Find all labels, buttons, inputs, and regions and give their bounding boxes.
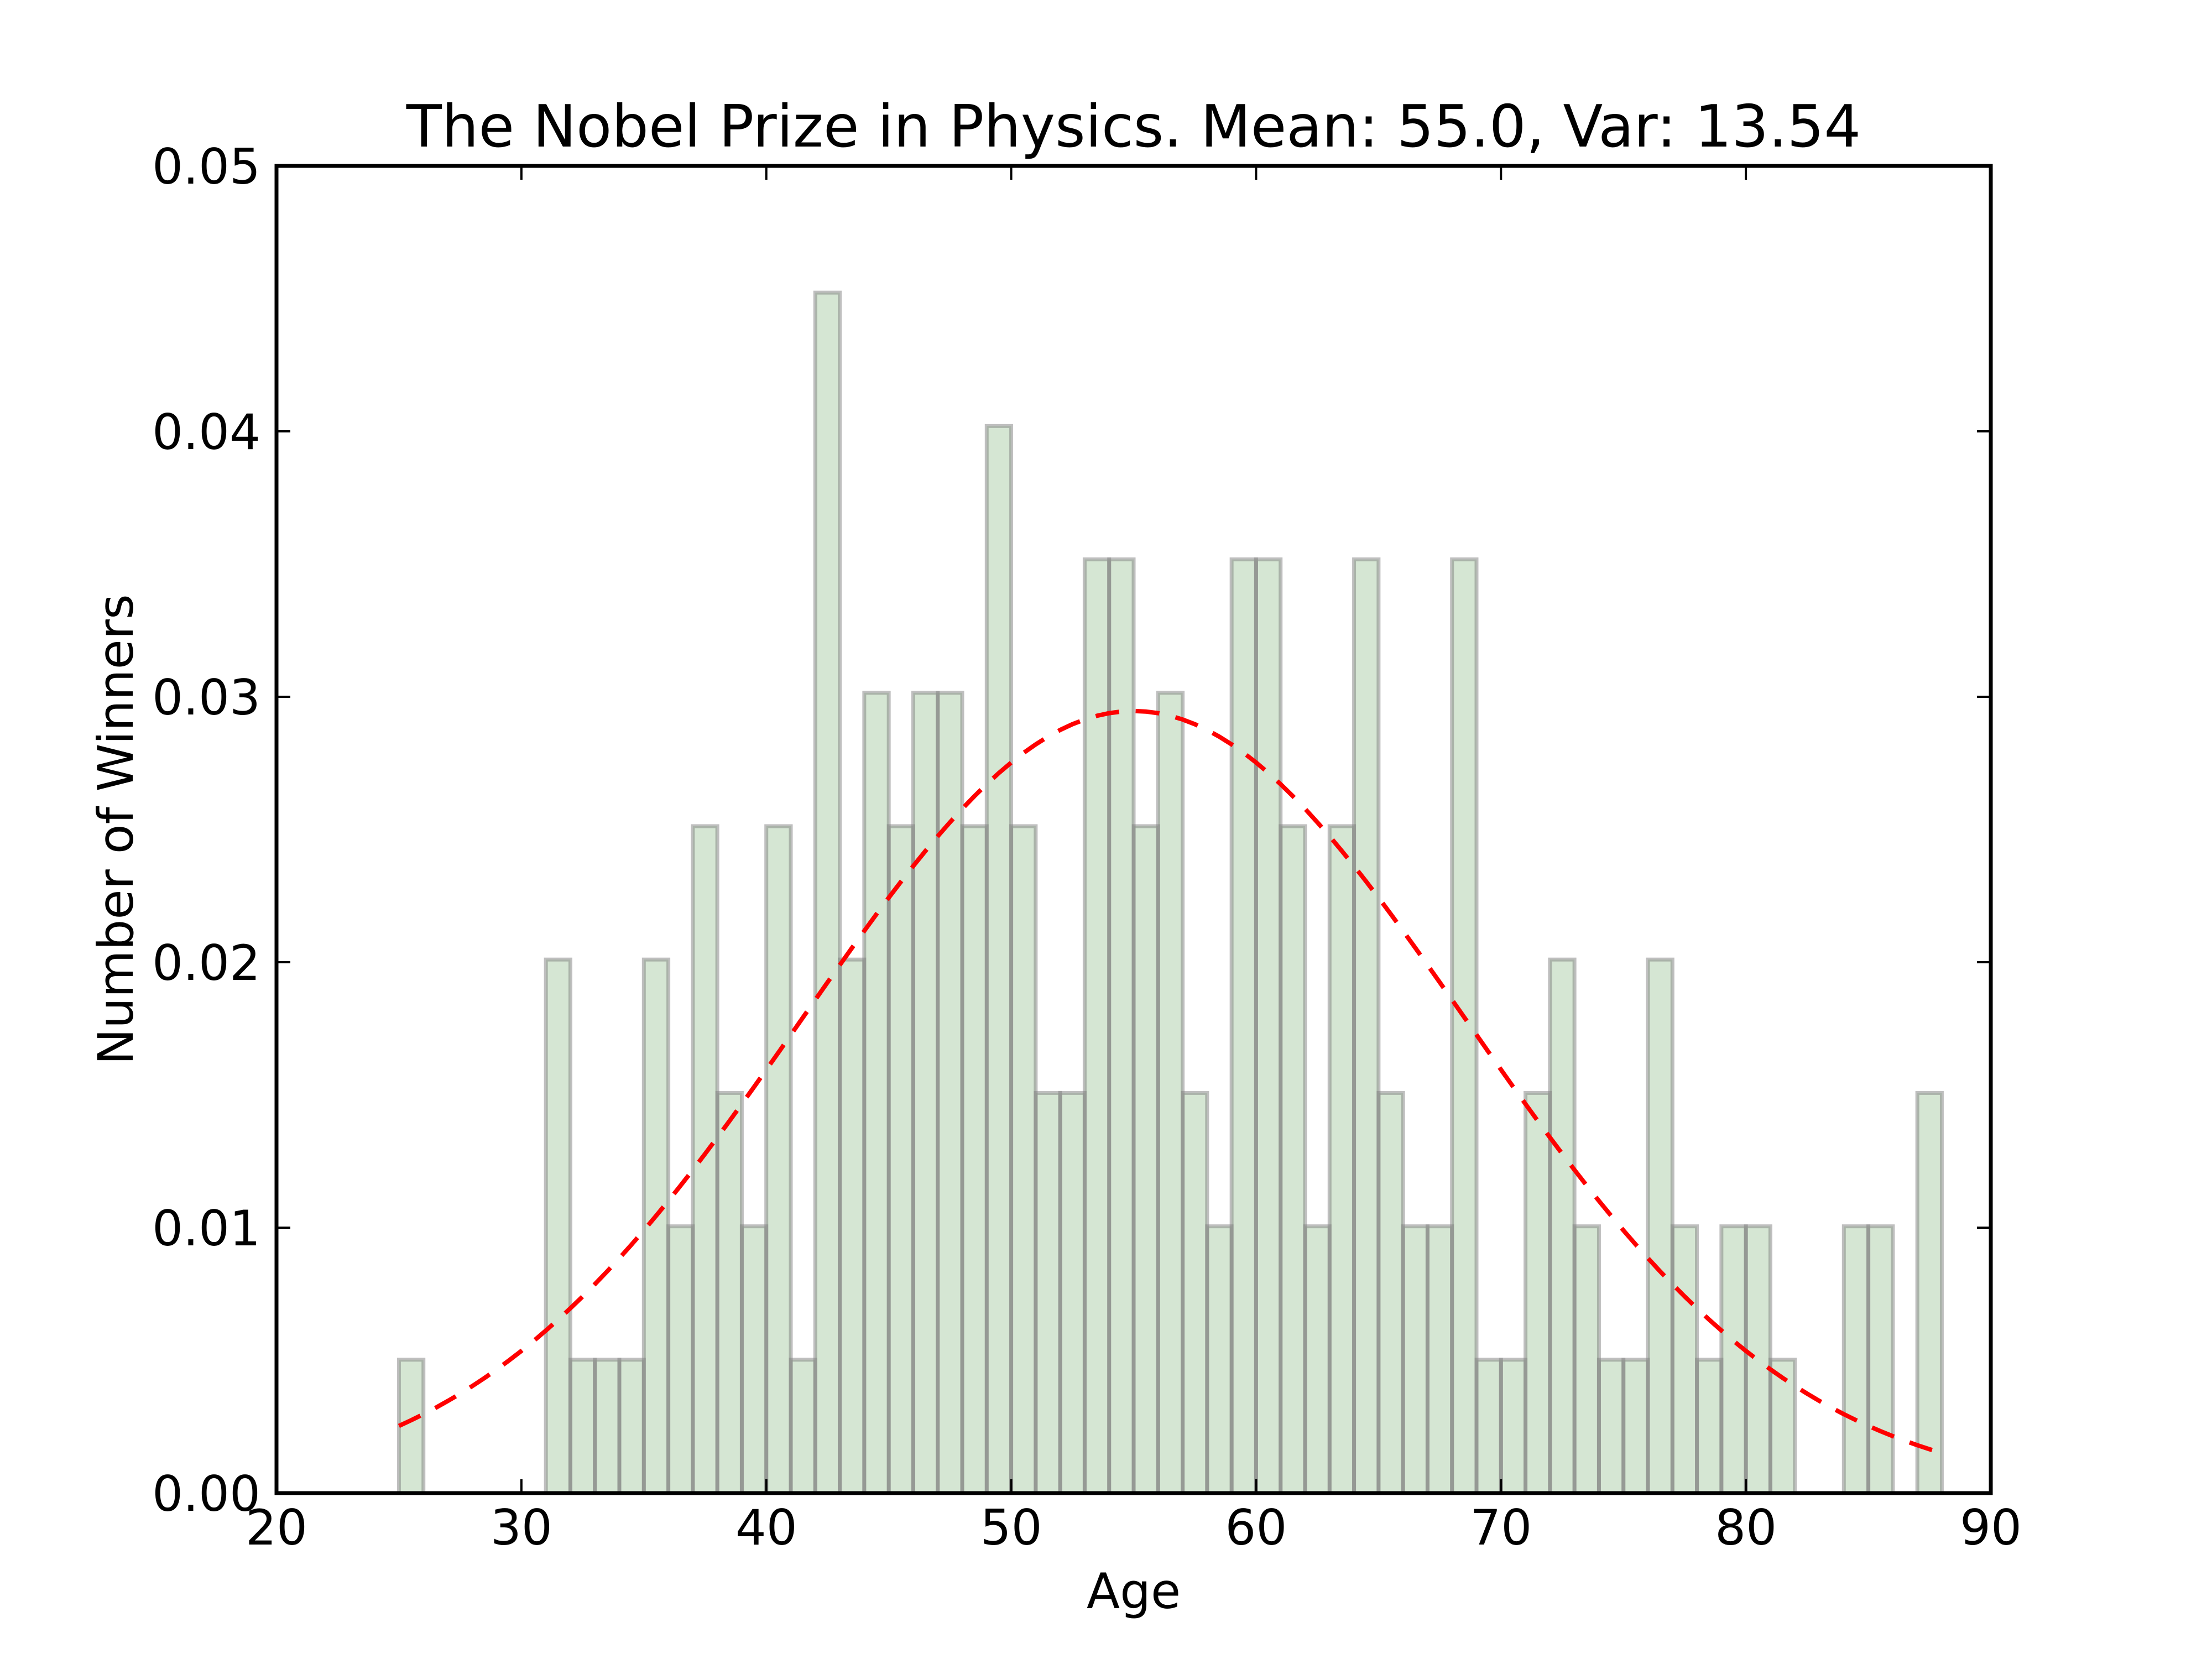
histogram-bar: [766, 826, 791, 1493]
x-tick-label: 80: [1715, 1499, 1777, 1556]
histogram-bars: [399, 293, 1942, 1493]
histogram-bar: [692, 826, 718, 1493]
histogram-bar: [1305, 1226, 1330, 1493]
histogram-bar: [1329, 826, 1354, 1493]
histogram-bar: [1158, 692, 1183, 1493]
histogram-bar: [570, 1359, 595, 1493]
x-tick-label: 60: [1225, 1499, 1287, 1556]
histogram-bar: [1134, 826, 1159, 1493]
histogram-bar: [1746, 1226, 1771, 1493]
histogram-bar: [1599, 1359, 1624, 1493]
y-tick-label: 0.04: [152, 404, 260, 461]
histogram-bar: [1721, 1226, 1746, 1493]
histogram-bar: [1477, 1359, 1501, 1493]
y-tick-label: 0.05: [152, 138, 260, 195]
histogram-bar: [864, 692, 889, 1493]
histogram-bar: [1623, 1359, 1648, 1493]
histogram-bar: [1550, 959, 1575, 1493]
x-tick-labels: 20 30 40 50 60 70 80 90: [246, 1499, 2022, 1556]
y-tick-labels: 0.00 0.01 0.02 0.03 0.04 0.05: [152, 138, 260, 1522]
histogram-bar: [1672, 1226, 1697, 1493]
histogram-bar: [668, 1226, 693, 1493]
histogram-bar: [1011, 826, 1036, 1493]
histogram-bar: [1452, 559, 1477, 1493]
histogram-bar: [889, 826, 914, 1493]
histogram-bar: [1403, 1226, 1428, 1493]
histogram-bar: [1354, 559, 1379, 1493]
x-tick-label: 30: [491, 1499, 552, 1556]
histogram-bar: [1109, 559, 1134, 1493]
histogram-bar: [717, 1093, 742, 1493]
histogram-bar: [1256, 559, 1281, 1493]
histogram-bar: [839, 959, 864, 1493]
histogram-bar: [546, 959, 571, 1493]
histogram-bar: [1182, 1093, 1207, 1493]
histogram-bar: [1574, 1226, 1599, 1493]
histogram-bar: [791, 1359, 816, 1493]
y-tick-label: 0.01: [152, 1200, 260, 1257]
histogram-bar: [815, 293, 840, 1493]
y-tick-label: 0.02: [152, 935, 260, 992]
x-tick-label: 70: [1470, 1499, 1532, 1556]
histogram-bar: [1868, 1226, 1893, 1493]
histogram-bar: [1232, 559, 1256, 1493]
x-axis-label: Age: [1087, 1563, 1181, 1620]
histogram-bar: [1844, 1226, 1869, 1493]
histogram-bar: [619, 1359, 644, 1493]
y-tick-label: 0.03: [152, 669, 260, 726]
histogram-bar: [913, 692, 938, 1493]
histogram-bar: [1035, 1093, 1061, 1493]
y-axis-label: Number of Winners: [87, 594, 144, 1065]
histogram-bar: [962, 826, 987, 1493]
histogram-bar: [987, 426, 1011, 1493]
axes-spines: [274, 164, 1993, 1495]
x-tick-label: 90: [1960, 1499, 2022, 1556]
x-tick-label: 50: [980, 1499, 1042, 1556]
histogram-bar: [1280, 826, 1305, 1493]
histogram-bar: [1060, 1093, 1085, 1493]
chart-title: The Nobel Prize in Physics. Mean: 55.0, …: [406, 93, 1861, 160]
histogram-bar: [594, 1359, 619, 1493]
histogram-bar: [1378, 1093, 1404, 1493]
histogram-bar: [1084, 559, 1109, 1493]
histogram-bar: [742, 1226, 766, 1493]
histogram-bar: [1770, 1359, 1795, 1493]
histogram-bar: [1697, 1359, 1721, 1493]
histogram-bar: [1917, 1093, 1942, 1493]
y-tick-label: 0.00: [152, 1465, 260, 1522]
histogram-bar: [1427, 1226, 1452, 1493]
histogram-bar: [1525, 1093, 1550, 1493]
axis-ticks: [275, 165, 1992, 1494]
histogram-bar: [1648, 959, 1673, 1493]
x-tick-label: 40: [735, 1499, 797, 1556]
normal-fit-curve: [398, 708, 1943, 1455]
histogram-bar: [1501, 1359, 1526, 1493]
histogram-bar: [644, 959, 669, 1493]
histogram-bar: [1207, 1226, 1232, 1493]
histogram-bar: [937, 692, 962, 1493]
x-tick-label: 20: [246, 1499, 307, 1556]
